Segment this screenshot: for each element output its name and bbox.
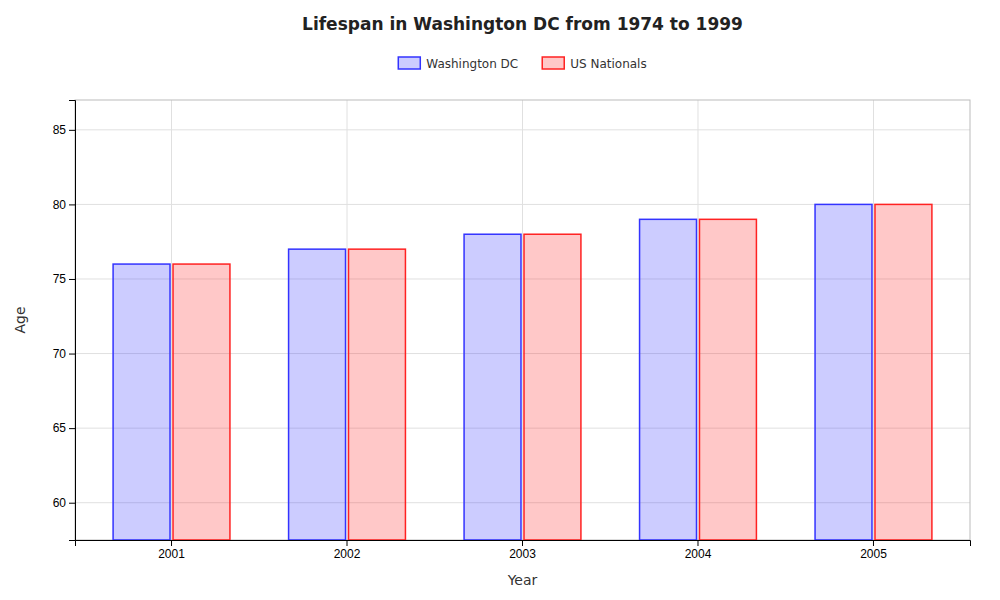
legend-item: US Nationals — [542, 57, 646, 71]
x-tick-mark — [171, 540, 172, 546]
page: 2001 2002 2003 2004 2005 60 65 70 75 80 85 Year Age L… — [0, 0, 1000, 600]
y-tick: 70 — [53, 347, 75, 361]
x-tick-mark — [347, 540, 348, 546]
x-tick: 2005 — [860, 540, 887, 561]
x-tick: 2004 — [685, 540, 712, 561]
bar — [464, 234, 521, 540]
bar — [699, 219, 756, 540]
x-axis: 2001 2002 2003 2004 2005 — [76, 540, 971, 561]
bar — [173, 264, 230, 540]
y-tick: 85 — [53, 123, 75, 137]
y-tick-mark — [69, 204, 75, 205]
bar-series — [113, 204, 872, 540]
y-axis-title: Age — [12, 306, 28, 333]
plot-frame — [75, 100, 970, 540]
chart-title: Lifespan in Washington DC from 1974 to 1… — [302, 14, 743, 34]
x-tick-label: 2004 — [685, 547, 712, 561]
grid-line-x — [522, 100, 523, 540]
y-tick: 65 — [53, 421, 75, 435]
grid-line-x — [347, 100, 348, 540]
y-tick-mark — [69, 354, 75, 355]
y-axis-line — [69, 101, 76, 541]
chart-container: 2001 2002 2003 2004 2005 60 65 70 75 80 85 Year Age L… — [0, 0, 1000, 600]
legend-label: Washington DC — [426, 57, 518, 71]
grid-line-x — [873, 100, 874, 540]
x-tick-mark — [697, 540, 698, 546]
legend: Washington DC US Nationals — [398, 57, 646, 71]
x-tick: 2002 — [334, 540, 361, 561]
bar-series — [173, 204, 932, 540]
plot-area: 2001 2002 2003 2004 2005 60 65 70 75 80 85 Year Age — [12, 100, 971, 588]
legend-item: Washington DC — [398, 57, 518, 71]
x-tick-mark — [522, 540, 523, 546]
y-tick-label: 85 — [53, 123, 67, 137]
bars — [113, 204, 932, 540]
legend-label: US Nationals — [570, 57, 646, 71]
y-tick: 75 — [53, 272, 75, 286]
chart-svg: 2001 2002 2003 2004 2005 60 65 70 75 80 85 Year Age L… — [0, 0, 1000, 600]
y-tick: 80 — [53, 198, 75, 212]
bar — [815, 204, 872, 540]
bar — [875, 204, 932, 540]
y-tick: 60 — [53, 496, 75, 510]
y-tick-mark — [69, 279, 75, 280]
bar — [113, 264, 170, 540]
y-tick-mark — [69, 503, 75, 504]
legend-swatch — [542, 57, 564, 69]
x-tick-label: 2002 — [334, 547, 361, 561]
y-tick-mark — [69, 428, 75, 429]
y-axis: 60 65 70 75 80 85 — [53, 101, 76, 541]
bar — [289, 249, 346, 540]
x-tick-label: 2005 — [860, 547, 887, 561]
bar — [640, 219, 697, 540]
legend-swatch — [398, 57, 420, 69]
grid-line-x — [171, 100, 172, 540]
x-tick-label: 2003 — [509, 547, 536, 561]
x-axis-line — [76, 541, 971, 547]
bar — [349, 249, 406, 540]
x-tick-mark — [873, 540, 874, 546]
y-tick-label: 80 — [53, 198, 67, 212]
x-axis-title: Year — [507, 572, 538, 588]
bar — [524, 234, 581, 540]
y-tick-label: 65 — [53, 421, 67, 435]
y-tick-label: 75 — [53, 272, 67, 286]
y-tick-label: 60 — [53, 496, 67, 510]
x-tick: 2001 — [158, 540, 185, 561]
grid — [75, 100, 970, 540]
x-tick-label: 2001 — [158, 547, 185, 561]
x-tick: 2003 — [509, 540, 536, 561]
y-tick-label: 70 — [53, 347, 67, 361]
y-tick-mark — [69, 130, 75, 131]
grid-line-x — [697, 100, 698, 540]
